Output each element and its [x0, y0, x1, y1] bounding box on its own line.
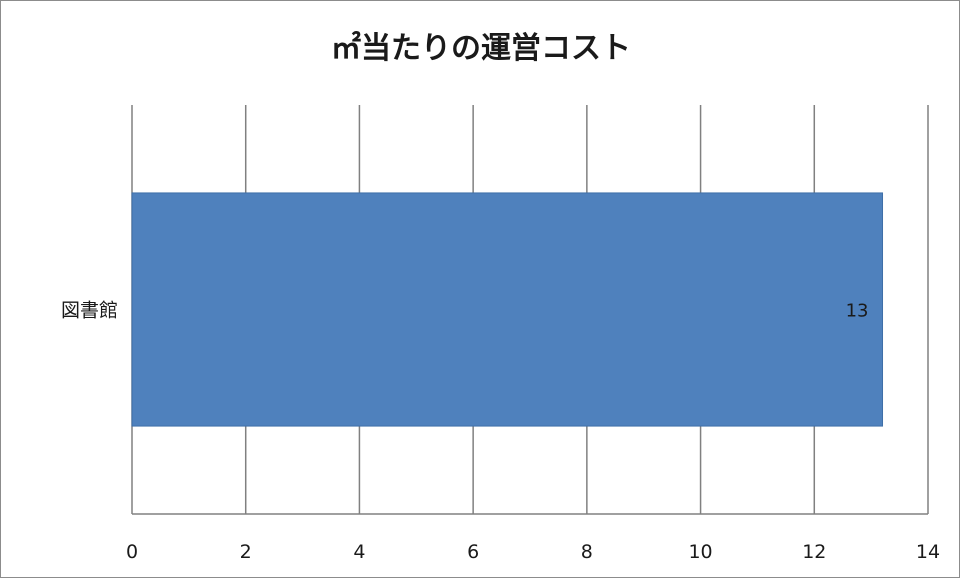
- x-tick-label: 14: [916, 541, 940, 563]
- x-axis: 0 2 4 6 8 10 12 14: [126, 513, 940, 563]
- chart-title: ㎡当たりの運営コスト: [331, 31, 631, 66]
- x-tick-label: 8: [581, 541, 593, 563]
- x-tick-label: 12: [802, 541, 826, 563]
- x-tick-label: 4: [353, 541, 365, 563]
- bars: 13: [131, 192, 884, 427]
- x-tick-label: 0: [126, 541, 138, 563]
- x-tick-label: 6: [467, 541, 479, 563]
- x-tick-label: 2: [240, 541, 252, 563]
- category-axis: 図書館: [61, 300, 118, 322]
- data-label: 13: [846, 301, 869, 322]
- category-label: 図書館: [61, 300, 118, 322]
- x-tick-label: 10: [688, 541, 712, 563]
- bar: [131, 192, 884, 427]
